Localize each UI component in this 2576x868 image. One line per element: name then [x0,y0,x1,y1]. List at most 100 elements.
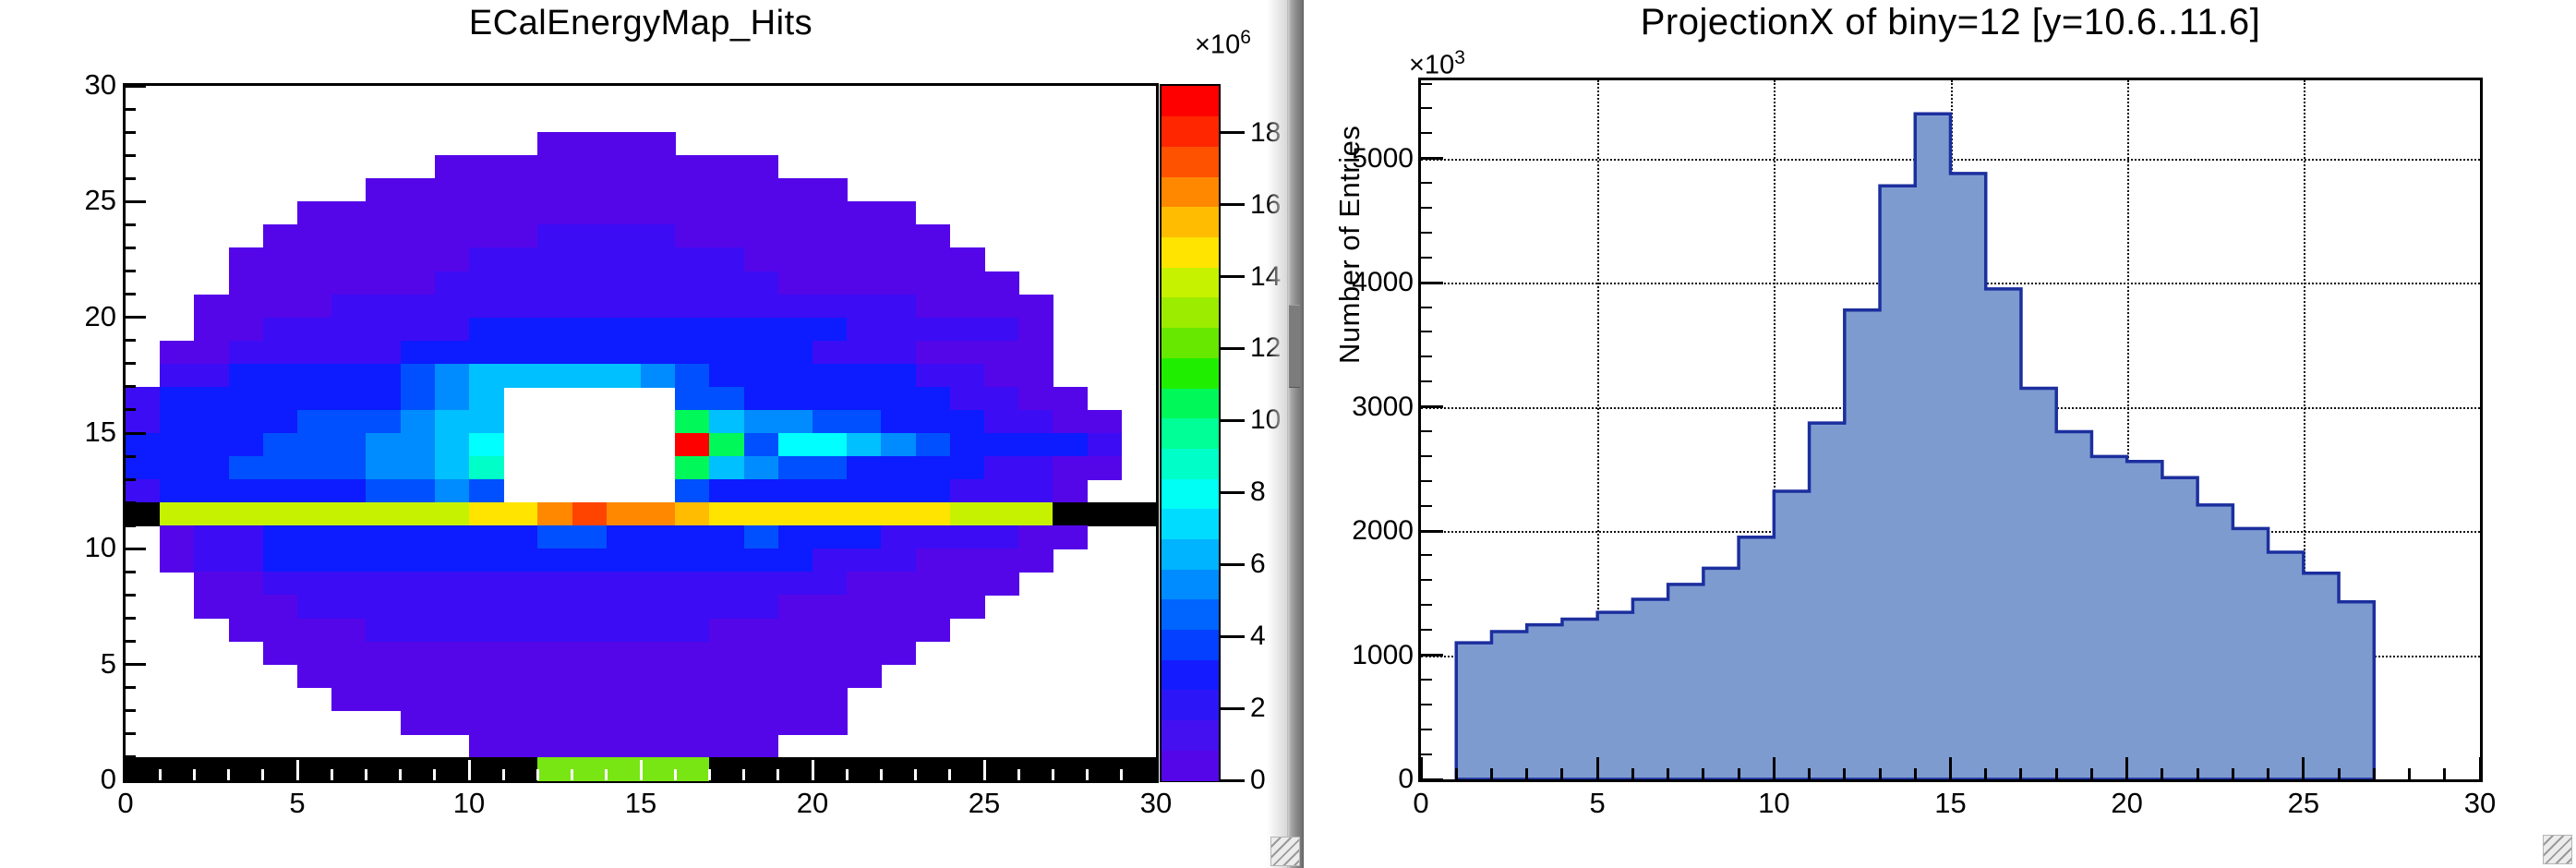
heatmap-cell [194,386,230,411]
x-axis-tick [2337,768,2341,779]
heatmap-cell [847,363,883,388]
x-axis-tick [467,760,471,780]
heatmap-cell [606,687,642,712]
heatmap-cell [915,618,951,643]
heatmap-cell [915,294,951,319]
heatmap-cell [777,756,813,781]
heatmap-cell [572,710,608,735]
heatmap-cell [228,618,264,643]
heatmap-cell [400,201,436,226]
heatmap-cell [537,641,573,666]
heatmap-cell [469,618,504,643]
heatmap-cell [366,618,402,643]
heatmap-cell [641,641,676,666]
heatmap-cell [537,340,573,365]
heatmap-cell [331,641,367,666]
heatmap-cell [606,618,642,643]
heatmap-cell [709,710,745,735]
heatmap-cell [126,479,161,503]
heatmap-cell [915,756,951,781]
heatmap-cell [194,525,230,550]
gridline-vertical [1774,80,1776,779]
left-pad-ecal-energy-map[interactable]: ECalEnergyMap_Hits 0 5 10 15 20 25 30 0 5 10 15 20 2… [0,0,1283,868]
palette-segment [1162,86,1219,117]
right-pad-projection-x[interactable]: ProjectionX of biny=12 [y=10.6..11.6] ×1… [1302,0,2576,868]
y-axis-tick [1421,306,1432,308]
heatmap-cell [743,479,779,503]
resize-grip-left-pane[interactable] [1270,837,1300,866]
heatmap-cell [606,317,642,342]
heatmap-cell [262,317,298,342]
heatmap-cell [262,456,298,480]
heatmap-cell [675,525,711,550]
heatmap-cell [434,409,470,434]
heatmap-cell [572,294,608,319]
x-axis-tick-label: 20 [2111,787,2143,819]
heatmap-cell [675,710,711,735]
heatmap-cell [709,271,745,295]
heatmap-cell [262,247,298,272]
heatmap-cell [777,433,813,457]
palette-tick [1221,275,1245,278]
heatmap-cell [400,687,436,712]
heatmap-cell [400,710,436,735]
heatmap-cell [331,409,367,434]
y-axis-tick [126,130,136,134]
resize-grip-right-pane[interactable] [2543,835,2572,864]
heatmap-cell [297,479,332,503]
heatmap-cell [813,641,848,666]
heatmap-cell [743,317,779,342]
palette-segment [1162,146,1219,177]
heatmap-cell [984,756,1019,781]
x-axis-tick [1051,769,1054,780]
heatmap-cell [984,294,1019,319]
heatmap-cell [469,756,504,781]
heatmap-cell [813,271,848,295]
palette-color-bar[interactable] [1160,84,1221,782]
heatmap-cell [331,664,367,689]
heatmap-cell [847,549,883,573]
vertical-scrollbar-thumb[interactable] [1289,305,1300,388]
heatmap-cell [777,247,813,272]
heatmap-cell [228,271,264,295]
heatmap-cell [434,433,470,457]
heatmap-cell [743,549,779,573]
x-axis-tick [1667,768,1670,779]
y-axis-tick-label: 30 [84,68,116,101]
heatmap-cell [675,456,711,480]
heatmap-cell [847,317,883,342]
heatmap-cell [228,595,264,620]
palette-segment [1162,629,1219,660]
heatmap-cell [297,317,332,342]
heatmap-cell [469,363,504,388]
heatmap-cell [537,247,573,272]
heatmap-cell [709,733,745,758]
heatmap-cell [949,294,985,319]
heatmap-cell [537,756,573,781]
heatmap-cell [297,595,332,620]
heatmap-cell [228,479,264,503]
heatmap-cell [606,733,642,758]
heatmap-cell [400,178,436,203]
palette-segment [1162,357,1219,389]
heatmap-cell [262,572,298,597]
y-axis-tick [126,709,136,713]
heatmap-cell [469,155,504,179]
x-axis-tick [1560,768,1564,779]
x-axis-tick-label: 0 [117,787,134,819]
heatmap-cell [777,502,813,526]
heatmap-cell [606,271,642,295]
heatmap-cell [813,433,848,457]
vertical-scrollbar-track[interactable] [1287,0,1304,868]
heatmap-cell [126,456,161,480]
heatmap-cell [297,618,332,643]
heatmap-cell [331,479,367,503]
y-axis-tick [126,176,136,180]
heatmap-cell [675,271,711,295]
heatmap-cell [743,710,779,735]
heatmap-cell [1053,502,1089,526]
heatmap-cell [984,433,1019,457]
heatmap-cell [984,386,1019,411]
x-axis-tick [2161,768,2164,779]
y-axis-tick [1421,82,1432,85]
